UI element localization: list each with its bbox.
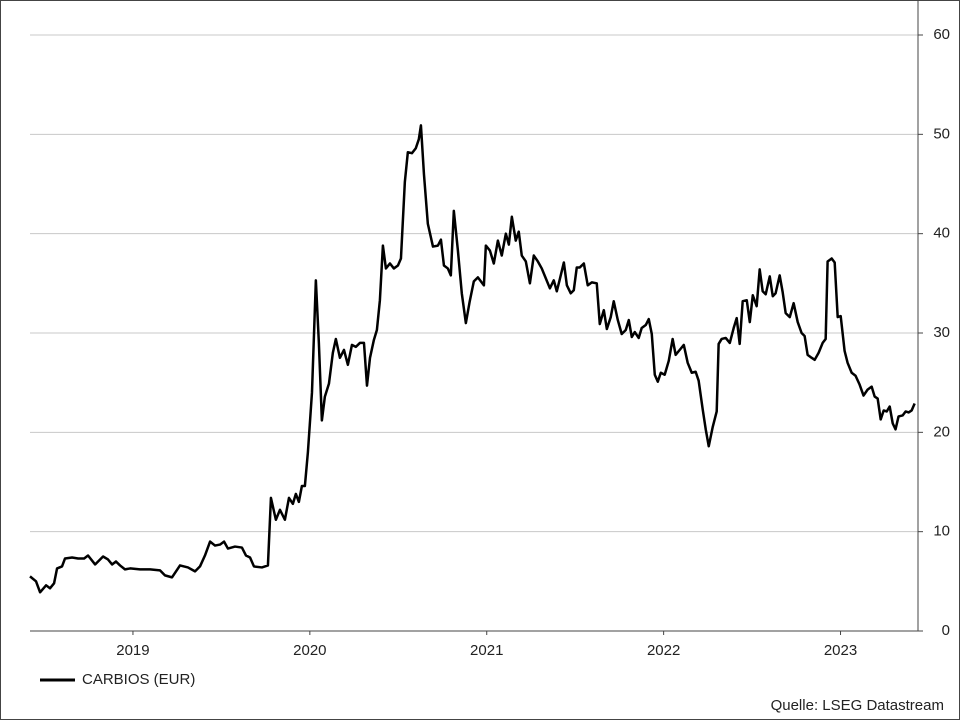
x-tick-label: 2020	[293, 642, 326, 659]
x-tick-label: 2021	[470, 642, 503, 659]
x-tick-label: 2019	[116, 642, 149, 659]
y-tick-label: 40	[933, 225, 950, 242]
source-note: Quelle: LSEG Datastream	[771, 697, 944, 714]
y-tick-label: 10	[933, 523, 950, 540]
x-tick-label: 2022	[647, 642, 680, 659]
y-tick-label: 30	[933, 324, 950, 341]
x-tick-label: 2023	[824, 642, 857, 659]
legend-label: CARBIOS (EUR)	[82, 671, 195, 688]
y-tick-label: 20	[933, 423, 950, 440]
y-tick-label: 50	[933, 125, 950, 142]
y-tick-label: 0	[942, 622, 950, 639]
y-tick-label: 60	[933, 26, 950, 43]
price-line	[29, 124, 916, 594]
